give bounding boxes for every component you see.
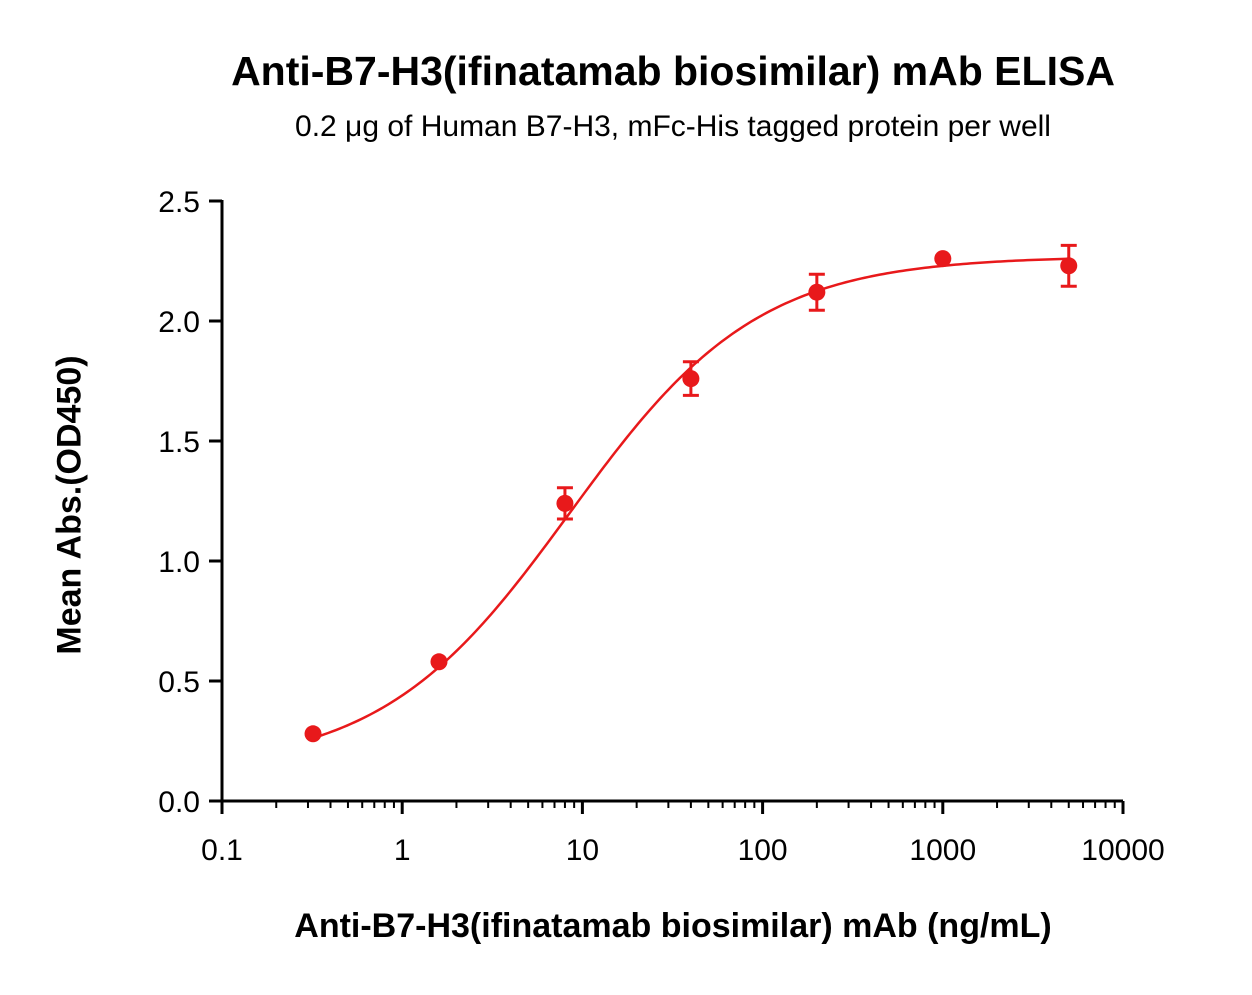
y-axis-label: Mean Abs.(OD450) bbox=[50, 355, 89, 655]
y-tick-label: 0.5 bbox=[158, 666, 200, 699]
x-tick-label: 100 bbox=[738, 834, 788, 867]
data-point bbox=[934, 250, 952, 268]
chart-subtitle: 0.2 μg of Human B7-H3, mFc-His tagged pr… bbox=[295, 110, 1051, 143]
y-tick-label: 1.5 bbox=[158, 426, 200, 459]
y-tick-label: 0.0 bbox=[158, 786, 200, 819]
y-tick-label: 2.0 bbox=[158, 306, 200, 339]
data-point bbox=[1060, 257, 1078, 275]
x-tick-label: 1000 bbox=[909, 834, 976, 867]
data-point bbox=[304, 725, 322, 743]
x-tick-label: 0.1 bbox=[201, 834, 243, 867]
x-axis-label: Anti-B7-H3(ifinatamab biosimilar) mAb (n… bbox=[294, 907, 1052, 945]
y-tick-label: 2.5 bbox=[158, 186, 200, 219]
fit-curve bbox=[312, 257, 1069, 740]
x-tick-label: 1 bbox=[394, 834, 411, 867]
y-tick-label: 1.0 bbox=[158, 546, 200, 579]
data-point bbox=[430, 653, 448, 671]
x-tick-label: 10 bbox=[566, 834, 599, 867]
chart-title: Anti-B7-H3(ifinatamab biosimilar) mAb EL… bbox=[231, 48, 1115, 94]
data-point bbox=[556, 494, 574, 512]
data-point bbox=[682, 370, 700, 388]
x-tick-label: 10000 bbox=[1081, 834, 1164, 867]
data-point bbox=[808, 283, 826, 301]
